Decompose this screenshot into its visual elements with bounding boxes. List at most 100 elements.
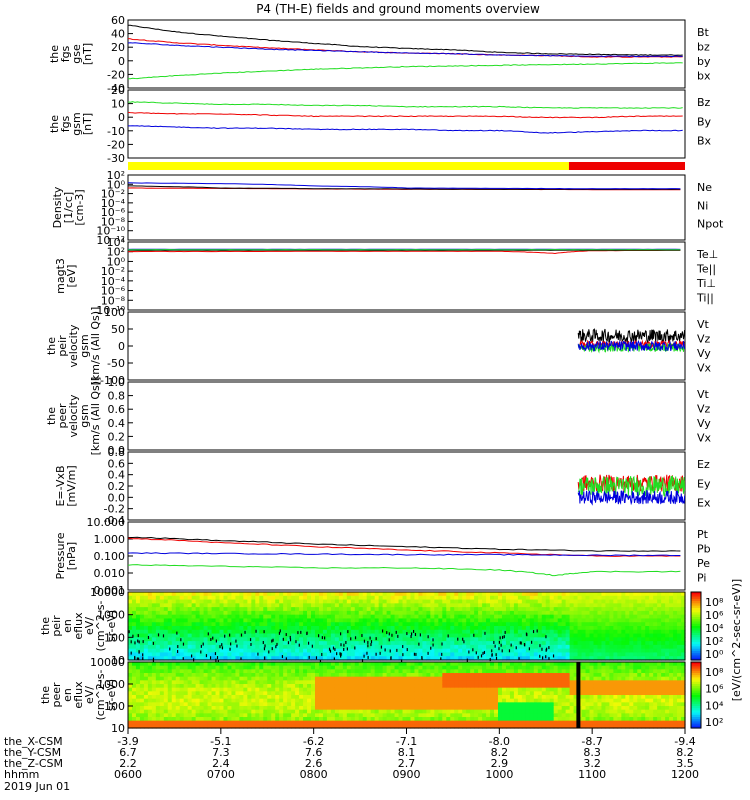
heat-cell xyxy=(350,629,356,635)
heat-cell xyxy=(430,618,435,623)
heat-cell xyxy=(378,713,384,718)
heat-cell xyxy=(609,603,614,608)
heat-cell xyxy=(645,633,650,638)
heat-cell xyxy=(621,607,626,612)
panel-pressure: 10.0001.0000.1000.0100.001Pressure[nPa]P… xyxy=(54,516,711,597)
heat-cell xyxy=(159,626,165,631)
heat-cell xyxy=(390,626,396,631)
heat-cell xyxy=(653,629,658,635)
heat-cell xyxy=(617,618,622,623)
heat-cell xyxy=(147,669,153,674)
heat-cell xyxy=(247,695,252,700)
heat-cell xyxy=(665,629,670,635)
heat-cell xyxy=(438,724,443,729)
heat-cell xyxy=(533,618,539,623)
heat-cell xyxy=(418,684,424,689)
panel-peer-velocity: 1.00.80.60.40.20.0thepeervelocitygsm[km/… xyxy=(45,376,712,457)
heat-cell xyxy=(386,656,392,661)
heat-cell xyxy=(131,629,137,635)
heat-cell xyxy=(394,662,400,667)
heat-cell xyxy=(418,691,424,696)
heat-cell xyxy=(259,706,264,711)
heat-cell xyxy=(342,599,348,604)
heat-cell xyxy=(131,652,137,657)
heat-cell xyxy=(434,614,439,620)
heat-cell xyxy=(378,720,384,725)
heat-cell xyxy=(486,644,491,650)
heat-cell xyxy=(681,652,686,657)
heat-cell xyxy=(283,603,288,608)
heat-cell xyxy=(295,656,300,661)
heat-cell xyxy=(517,684,523,689)
heat-cell xyxy=(267,676,272,681)
heat-cell xyxy=(470,720,475,725)
heat-cell xyxy=(183,720,189,725)
heat-cell xyxy=(147,610,153,616)
heat-cell xyxy=(354,622,360,627)
heat-cell xyxy=(271,709,276,714)
heat-cell xyxy=(474,673,479,678)
heat-cell xyxy=(318,599,324,604)
heat-cell xyxy=(406,669,412,674)
heat-cell xyxy=(251,680,256,685)
heat-cell xyxy=(509,669,515,674)
heat-cell xyxy=(442,669,447,674)
heat-cell xyxy=(505,713,511,718)
heat-cell xyxy=(430,676,435,681)
heat-cell xyxy=(490,595,495,601)
heat-cell xyxy=(187,702,193,707)
heat-cell xyxy=(501,652,507,657)
heat-cell xyxy=(533,637,539,642)
heat-cell xyxy=(406,720,412,725)
heat-cell xyxy=(613,637,618,642)
data-gap xyxy=(480,654,483,658)
heat-cell xyxy=(629,622,634,627)
heat-cell xyxy=(263,607,268,612)
heat-cell xyxy=(239,691,244,696)
heat-cell xyxy=(669,648,674,654)
heat-cell xyxy=(545,724,551,729)
heat-cell xyxy=(529,622,535,627)
heat-cell xyxy=(486,702,491,707)
heat-cell xyxy=(159,644,165,650)
heat-cell xyxy=(163,717,169,722)
heat-cell xyxy=(235,702,240,707)
data-gap xyxy=(249,638,252,642)
heat-cell xyxy=(338,633,344,638)
heat-cell xyxy=(565,720,571,725)
heat-cell xyxy=(131,592,137,597)
heat-cell xyxy=(342,592,348,597)
heat-cell xyxy=(462,724,467,729)
heat-cell xyxy=(673,599,678,604)
heat-cell xyxy=(470,684,475,689)
heat-cell xyxy=(553,680,559,685)
heat-cell xyxy=(346,673,352,678)
heat-cell xyxy=(299,687,304,692)
heat-cell xyxy=(163,695,169,700)
data-gap xyxy=(347,630,349,634)
heat-cell xyxy=(350,656,356,661)
heat-cell xyxy=(303,698,308,703)
heat-cell xyxy=(187,629,193,635)
heat-cell xyxy=(314,709,320,714)
heat-cell xyxy=(243,724,248,729)
heat-cell xyxy=(422,641,427,646)
heat-cell xyxy=(163,656,169,661)
legend-entry: Bt xyxy=(697,26,710,39)
heat-cell xyxy=(131,644,137,650)
heat-cell xyxy=(637,603,642,608)
heat-cell xyxy=(247,687,252,692)
heat-cell xyxy=(509,720,515,725)
heat-cell xyxy=(259,669,264,674)
heat-cell xyxy=(553,610,559,616)
heat-cell xyxy=(498,665,503,670)
heat-cell xyxy=(183,641,189,646)
heat-cell xyxy=(267,665,272,670)
heat-cell xyxy=(490,648,495,654)
heat-cell xyxy=(557,595,563,601)
heat-cell xyxy=(195,648,201,654)
heat-cell xyxy=(267,603,272,608)
heat-cell xyxy=(346,595,352,601)
heat-cell xyxy=(334,691,340,696)
heat-cell xyxy=(143,644,149,650)
